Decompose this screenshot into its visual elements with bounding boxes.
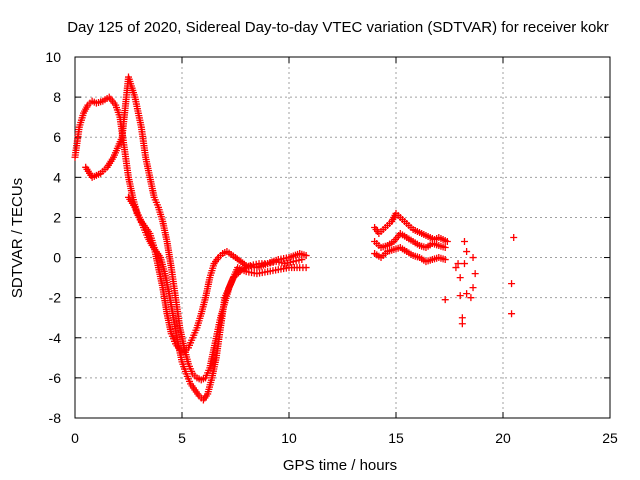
axis-ticks: 0 5 10 15 20 25 -8 -6 -4 -2 0 2 4 6 8 10 — [45, 49, 618, 446]
plot-frame — [74, 56, 611, 419]
data-point-trace-a — [302, 252, 310, 260]
data-point-sparse — [456, 292, 464, 300]
y-tick-label: -8 — [49, 410, 62, 426]
y-axis-label: SDTVAR / TECUs — [9, 178, 26, 298]
y-tick-label: -2 — [49, 290, 62, 306]
data-point-sparse — [469, 254, 477, 262]
y-tick-label: -6 — [49, 370, 62, 386]
data-point-sparse — [441, 296, 449, 304]
x-tick-label: 5 — [178, 430, 186, 446]
data-point-sparse — [458, 314, 466, 322]
data-point-sparse — [469, 284, 477, 292]
data-point-sparse — [460, 238, 468, 246]
chart-title: Day 125 of 2020, Sidereal Day-to-day VTE… — [67, 19, 609, 36]
data-marks — [71, 73, 518, 404]
data-point-sparse — [508, 280, 516, 288]
x-tick-label: 25 — [602, 430, 618, 446]
y-tick-label: 8 — [53, 89, 61, 105]
data-point-sparse — [456, 274, 464, 282]
y-tick-label: 2 — [53, 209, 61, 225]
y-tick-label: 10 — [45, 49, 61, 65]
data-point-sparse — [463, 290, 471, 298]
data-point-trace-c — [298, 256, 306, 264]
x-tick-label: 20 — [495, 430, 511, 446]
x-tick-label: 15 — [388, 430, 404, 446]
y-tick-label: 0 — [53, 250, 61, 266]
y-tick-label: -4 — [49, 330, 62, 346]
data-point-trace-d — [443, 238, 451, 246]
data-point-sparse — [454, 260, 462, 268]
data-point-sparse — [471, 270, 479, 278]
data-point-sparse — [508, 310, 516, 318]
data-point-sparse — [452, 264, 460, 272]
data-point-sparse — [467, 294, 475, 302]
data-point-sparse — [510, 234, 518, 241]
y-tick-label: 4 — [53, 169, 61, 185]
x-tick-label: 10 — [281, 430, 297, 446]
y-tick-label: 6 — [53, 129, 61, 145]
data-point-sparse — [458, 320, 466, 328]
data-point-trace-f — [441, 256, 449, 264]
x-tick-label: 0 — [71, 430, 79, 446]
x-axis-label: GPS time / hours — [283, 457, 397, 474]
grid-lines — [75, 57, 610, 418]
data-point-sparse — [463, 248, 471, 256]
data-point-trace-e — [441, 244, 449, 252]
data-point-trace-b — [302, 264, 310, 272]
data-point-sparse — [460, 260, 468, 268]
